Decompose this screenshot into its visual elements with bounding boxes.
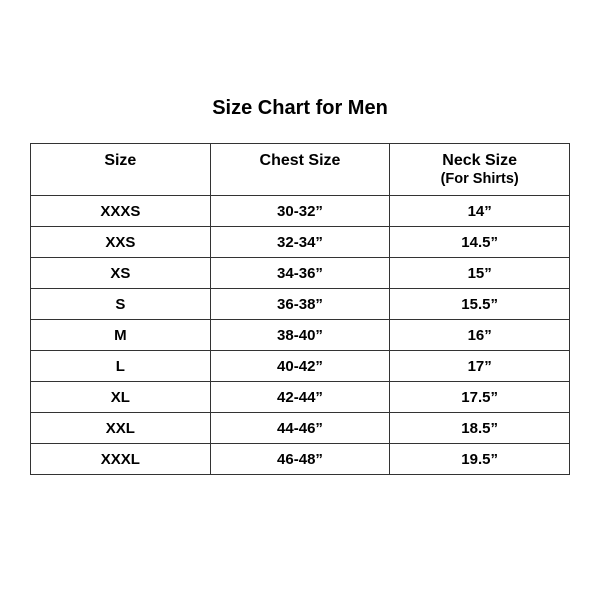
- neck-cell: 19.5”: [389, 443, 570, 475]
- header-label: Chest Size: [259, 152, 341, 169]
- table-row: XXXS 30-32” 14”: [30, 195, 570, 227]
- table-row: XXS 32-34” 14.5”: [30, 226, 570, 258]
- chest-cell: 32-34”: [209, 226, 391, 258]
- header-label: Neck Size: [442, 152, 518, 169]
- chest-cell: 34-36”: [209, 257, 391, 289]
- neck-cell: 17.5”: [389, 381, 570, 413]
- size-cell: XXXL: [30, 443, 211, 475]
- header-label: Size: [104, 152, 137, 169]
- neck-cell: 18.5”: [389, 412, 570, 444]
- header-size: Size: [30, 143, 211, 196]
- size-cell: XS: [30, 257, 211, 289]
- chest-cell: 38-40”: [209, 319, 391, 351]
- chest-cell: 30-32”: [209, 195, 391, 227]
- neck-cell: 17”: [389, 350, 570, 382]
- chest-cell: 36-38”: [209, 288, 391, 320]
- header-neck: Neck Size (For Shirts): [389, 143, 570, 196]
- size-table: Size Chest Size Neck Size (For Shirts) XX…: [30, 143, 570, 475]
- size-cell: XL: [30, 381, 211, 413]
- chest-cell: 40-42”: [209, 350, 391, 382]
- table-row: XXXL 46-48” 19.5”: [30, 443, 570, 475]
- size-cell: XXS: [30, 226, 211, 258]
- chest-cell: 42-44”: [209, 381, 391, 413]
- size-cell: M: [30, 319, 211, 351]
- size-cell: XXL: [30, 412, 211, 444]
- table-row: XS 34-36” 15”: [30, 257, 570, 289]
- size-cell: XXXS: [30, 195, 211, 227]
- size-cell: L: [30, 350, 211, 382]
- table-row: L 40-42” 17”: [30, 350, 570, 382]
- table-header-row: Size Chest Size Neck Size (For Shirts): [30, 143, 570, 196]
- neck-cell: 14”: [389, 195, 570, 227]
- neck-cell: 15.5”: [389, 288, 570, 320]
- neck-cell: 16”: [389, 319, 570, 351]
- table-row: XL 42-44” 17.5”: [30, 381, 570, 413]
- neck-cell: 14.5”: [389, 226, 570, 258]
- neck-cell: 15”: [389, 257, 570, 289]
- table-row: S 36-38” 15.5”: [30, 288, 570, 320]
- chest-cell: 46-48”: [209, 443, 391, 475]
- table-row: XXL 44-46” 18.5”: [30, 412, 570, 444]
- table-row: M 38-40” 16”: [30, 319, 570, 351]
- page-title: Size Chart for Men: [212, 97, 388, 119]
- size-cell: S: [30, 288, 211, 320]
- header-sublabel: (For Shirts): [440, 171, 519, 187]
- chest-cell: 44-46”: [209, 412, 391, 444]
- header-chest: Chest Size: [209, 143, 391, 196]
